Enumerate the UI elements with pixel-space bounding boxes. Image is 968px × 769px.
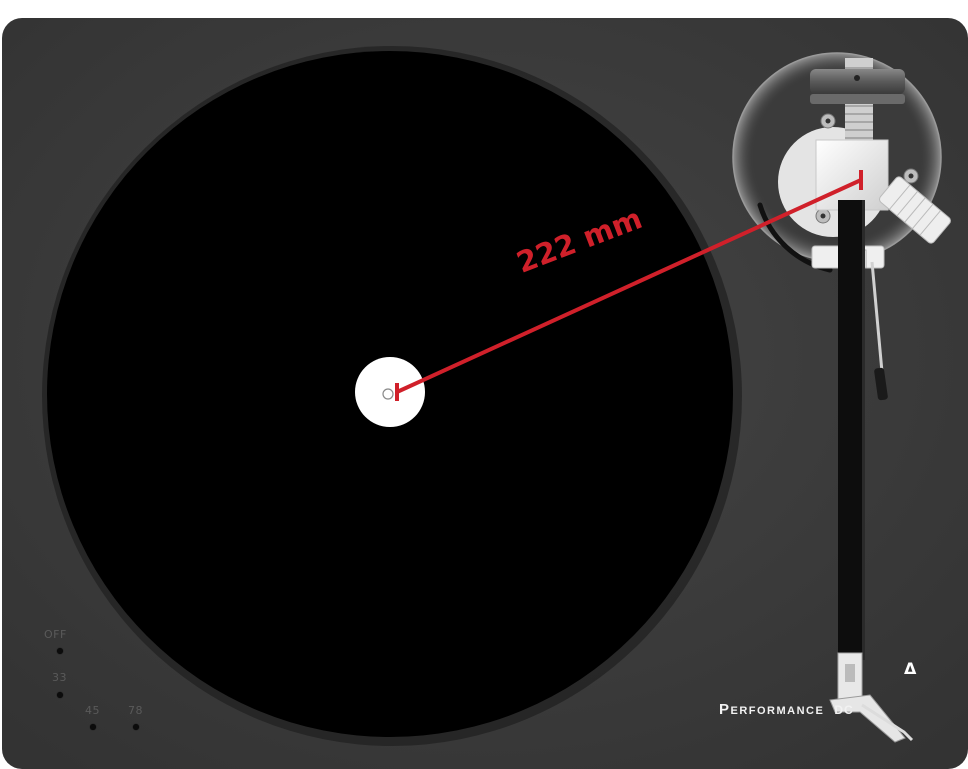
product-name: Performance DC bbox=[719, 701, 854, 718]
speed-button-45[interactable] bbox=[90, 724, 96, 730]
speed-label-45: 45 bbox=[85, 704, 100, 717]
brand-logo-icon: Δ bbox=[904, 659, 917, 678]
product-name-main: Performance bbox=[719, 701, 825, 718]
tonearm-pillar bbox=[815, 139, 889, 211]
knob-hole bbox=[854, 75, 860, 81]
speed-button-78[interactable] bbox=[133, 724, 139, 730]
speed-label-78: 78 bbox=[128, 704, 143, 717]
screw bbox=[820, 213, 826, 219]
tonearm-tube-edge bbox=[862, 200, 865, 660]
tonearm-tube bbox=[838, 200, 864, 660]
cue-lever-grip bbox=[874, 367, 888, 401]
product-name-suffix: DC bbox=[834, 703, 854, 717]
speed-button-33[interactable] bbox=[57, 692, 63, 698]
finger-lift bbox=[861, 703, 914, 742]
screw bbox=[825, 118, 831, 124]
speed-label-off: OFF bbox=[44, 628, 67, 641]
headshell-slot bbox=[845, 664, 855, 682]
vta-knob bbox=[810, 69, 905, 94]
vta-knob-band bbox=[810, 94, 905, 104]
spindle bbox=[382, 388, 394, 400]
speed-button-off[interactable] bbox=[57, 648, 63, 654]
screw bbox=[908, 173, 914, 179]
cartridge bbox=[829, 694, 906, 743]
azimuth-adjuster bbox=[879, 176, 951, 244]
speed-label-33: 33 bbox=[52, 671, 67, 684]
measurement-line bbox=[396, 178, 862, 394]
cue-lever bbox=[870, 261, 884, 373]
